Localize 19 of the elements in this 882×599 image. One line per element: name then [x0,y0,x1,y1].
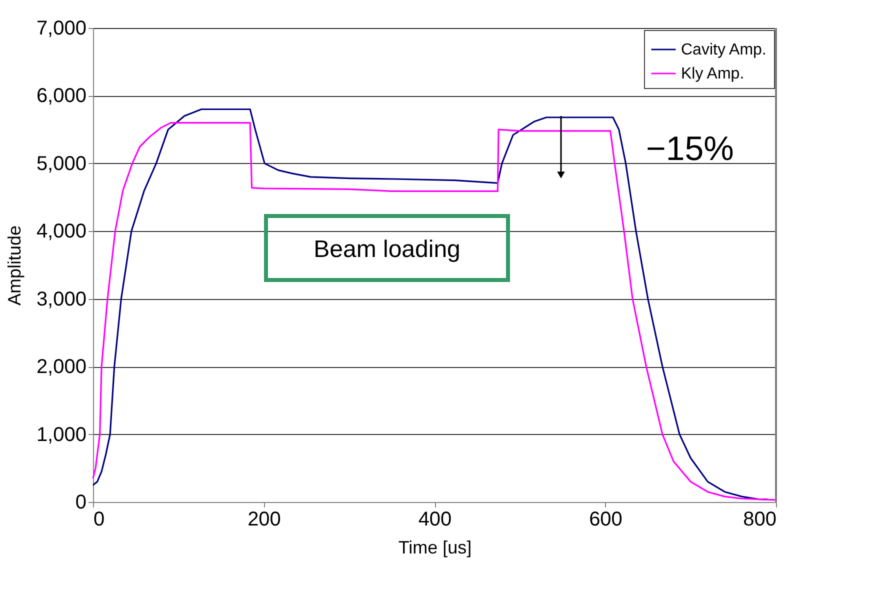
x-tick-label: 200 [248,508,281,530]
x-tick-label: 400 [418,508,452,530]
y-tick-label: 5,000 [36,152,86,175]
y-tick-label: 6,000 [36,85,86,108]
y-tick-label: 1,000 [36,424,86,446]
x-axis-title: Time [us] [398,538,472,558]
y-tick-label: 0 [75,492,86,514]
legend-label: Kly Amp. [681,66,744,82]
legend-label: Cavity Amp. [681,42,766,58]
annotation: Beam loading [314,236,460,263]
x-tick-label: 600 [589,508,622,530]
y-axis-title: Amplitude [4,225,24,306]
y-tick-label: 2,000 [36,356,86,378]
y-tick-label: 7,000 [36,18,86,40]
y-tick-label: 3,000 [36,288,86,310]
y-tick-label: 4,000 [36,220,86,243]
x-tick-label: 800 [743,508,776,530]
annotation: −15% [646,130,734,168]
x-tick-label: 0 [94,508,105,530]
